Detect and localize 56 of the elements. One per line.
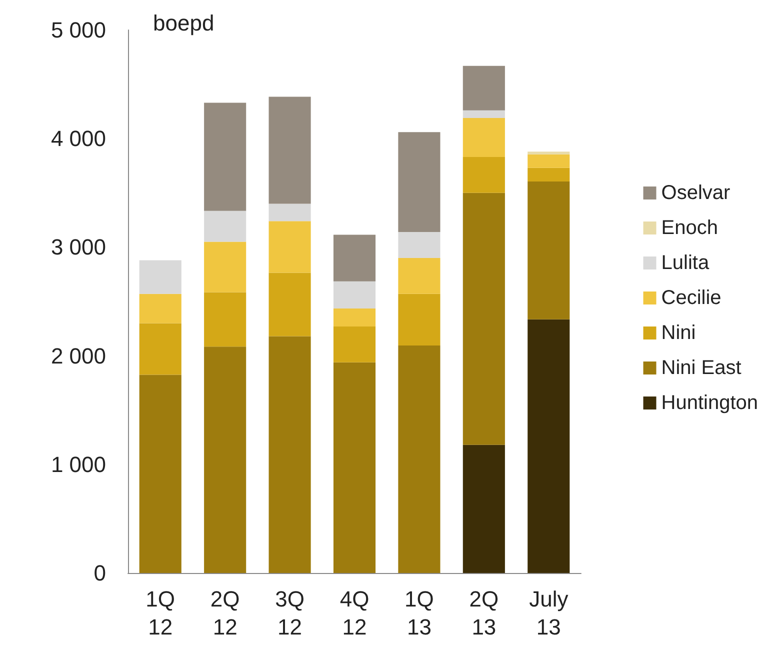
bar: [528, 154, 570, 168]
bar: [333, 234, 376, 282]
legend-label: Huntington: [661, 392, 758, 414]
bar: [268, 96, 311, 204]
bar: [528, 319, 570, 573]
bar: [204, 210, 246, 242]
bar: [398, 294, 440, 346]
bar: [333, 362, 376, 573]
bar: [204, 292, 246, 347]
y-tick-label: 2 000: [50, 343, 106, 368]
bar: [204, 242, 246, 292]
y-tick-label: 5 000: [50, 18, 106, 42]
bar: [462, 66, 505, 110]
y-tick-label: 3 000: [50, 234, 106, 260]
x-tick-label: 4Q 12: [340, 586, 370, 640]
bar: [139, 374, 182, 573]
bar: [462, 192, 505, 445]
bar: [528, 181, 570, 320]
legend-label: Nini East: [661, 357, 742, 379]
bar: [398, 132, 440, 232]
legend-label: Cecilie: [661, 287, 722, 309]
y-tick-label: 1 000: [50, 452, 106, 477]
bar: [204, 346, 246, 573]
bar: [462, 110, 505, 118]
legend-label: Lulita: [661, 252, 710, 274]
bar: [462, 118, 505, 158]
x-tick-label: 2Q 13: [469, 586, 499, 640]
x-tick-label: 3Q 12: [275, 586, 304, 640]
bar: [528, 152, 570, 154]
bar: [333, 308, 376, 326]
legend-label: Enoch: [661, 217, 718, 239]
bar: [268, 221, 311, 273]
x-tick-label: 1Q 13: [404, 586, 434, 640]
bar: [398, 345, 440, 573]
y-tick-label: 0: [94, 560, 106, 586]
bar: [333, 326, 376, 362]
y-axis-title: boepd: [153, 10, 214, 36]
x-tick-label: 1Q 12: [146, 586, 176, 640]
bar: [268, 336, 311, 573]
legend-label: Nini: [661, 322, 696, 344]
bar: [462, 157, 505, 193]
bar: [139, 323, 182, 375]
bar: [268, 272, 311, 336]
bar: [268, 204, 311, 222]
y-tick-label: 4 000: [50, 126, 106, 152]
bar: [462, 444, 505, 573]
bar: [139, 260, 182, 294]
bar: [139, 294, 182, 324]
legend-label: Oselvar: [661, 182, 731, 204]
bar: [204, 102, 246, 211]
x-tick-label: 2Q 12: [210, 586, 240, 640]
bar: [398, 258, 440, 294]
x-tick-label: July 13: [529, 586, 568, 640]
bar: [398, 232, 440, 258]
bar: [528, 168, 570, 182]
bar: [333, 281, 376, 309]
